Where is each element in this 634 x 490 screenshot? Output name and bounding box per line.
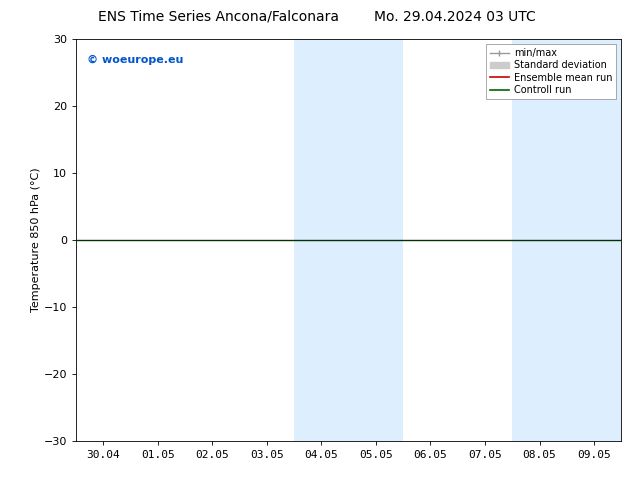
Text: © woeurope.eu: © woeurope.eu [87,55,183,65]
Y-axis label: Temperature 850 hPa (°C): Temperature 850 hPa (°C) [31,168,41,313]
Legend: min/max, Standard deviation, Ensemble mean run, Controll run: min/max, Standard deviation, Ensemble me… [486,44,616,99]
Text: ENS Time Series Ancona/Falconara        Mo. 29.04.2024 03 UTC: ENS Time Series Ancona/Falconara Mo. 29.… [98,10,536,24]
Bar [512,39,621,441]
Bar [294,39,403,441]
